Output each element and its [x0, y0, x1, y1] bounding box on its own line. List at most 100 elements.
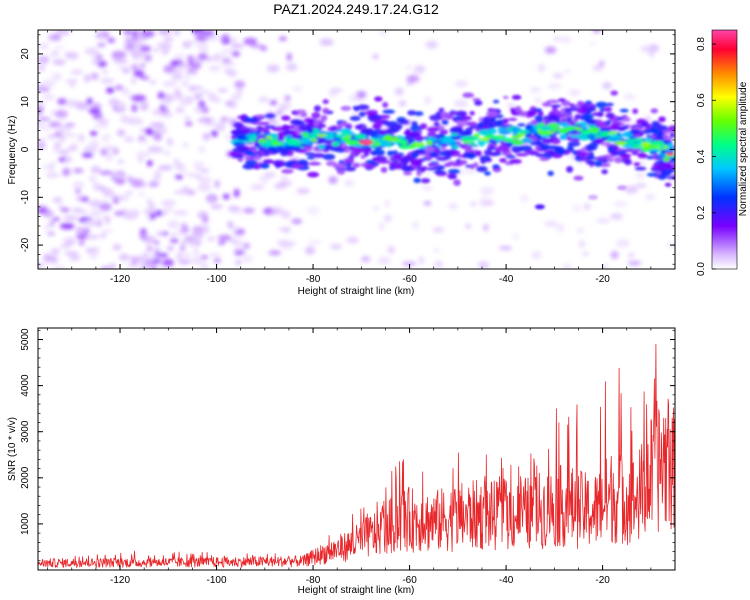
spectrogram-noise-blob	[610, 213, 623, 220]
spectrogram-signal-blob	[574, 114, 581, 120]
spectrogram-noise-blob	[537, 63, 545, 73]
spectrogram-noise-blob	[454, 99, 468, 108]
spectrogram-signal-blob	[581, 147, 587, 153]
spectrogram-signal-blob	[608, 124, 620, 131]
spectrogram-signal-blob	[546, 99, 560, 104]
spectrogram-signal-blob	[419, 123, 428, 130]
spectrogram-noise-blob	[520, 194, 529, 203]
spectrogram-noise-blob	[214, 179, 220, 189]
colorbar-frame	[711, 29, 738, 270]
spectrogram-signal-blob	[236, 145, 247, 151]
spectrogram-noise-blob	[185, 173, 200, 178]
spectrogram-noise-blob	[319, 38, 334, 46]
spectrogram-signal-core	[478, 137, 491, 141]
spectrogram-signal-blob	[566, 117, 573, 123]
spectrogram-noise-blob	[645, 194, 656, 201]
spectrogram-signal-core	[354, 133, 367, 140]
spectrogram-noise-blob	[53, 141, 62, 149]
spectrogram-noise-blob	[78, 133, 85, 143]
x-tick-label: -40	[499, 274, 514, 285]
spectrogram-noise-blob	[281, 175, 288, 184]
snr-frame	[37, 327, 676, 571]
spectrogram-signal-blob	[259, 121, 270, 126]
spectrogram-noise-blob	[405, 65, 413, 70]
colorbar-gradient	[712, 30, 737, 269]
spectrogram-noise-blob	[373, 206, 379, 211]
spectrogram-signal-blob	[499, 158, 507, 163]
spectrogram-signal-blob	[585, 119, 596, 125]
spectrogram-signal-blob	[322, 153, 336, 161]
spectrogram-noise-blob	[64, 123, 76, 128]
spectrogram-signal-blob	[299, 143, 313, 147]
spectrogram-noise-blob	[384, 214, 392, 223]
spectrogram-signal-blob	[507, 117, 518, 121]
spectrogram-noise-blob	[92, 182, 101, 187]
spectrogram-noise-blob	[156, 42, 171, 48]
spectrogram-noise-blob	[193, 248, 200, 257]
spectrogram-noise-blob	[183, 73, 192, 81]
spectrogram-signal-blob	[453, 179, 461, 187]
spectrogram-noise-blob	[178, 259, 192, 265]
spectrogram-noise-blob	[189, 242, 197, 248]
spectrogram-noise-blob	[602, 82, 612, 90]
spectrogram-signal-core	[625, 139, 635, 145]
spectrogram-signal-blob	[539, 157, 550, 161]
spectrogram-signal-blob	[371, 157, 379, 162]
spectrogram-noise-blob	[627, 260, 642, 266]
spectrogram-signal-blob	[433, 121, 440, 127]
spectrogram-signal-blob	[448, 169, 460, 174]
spectrogram-signal-blob	[280, 150, 289, 157]
spectrogram-noise-blob	[38, 122, 46, 129]
spectrogram-noise-blob	[148, 182, 159, 187]
spectrogram-noise-blob	[465, 223, 471, 229]
spectrogram-noise-blob	[173, 157, 180, 167]
spectrogram-noise-blob	[115, 177, 126, 185]
spectrogram-noise-blob	[54, 45, 65, 50]
spectrogram-noise-blob	[401, 261, 417, 266]
spectrogram-noise-blob	[547, 82, 562, 90]
spectrogram-noise-blob	[90, 72, 99, 81]
spectrogram-signal-blob	[258, 150, 266, 156]
spectrogram-noise-blob	[279, 36, 287, 41]
spectrogram-noise-blob	[283, 226, 291, 233]
spectrogram-signal-blob	[344, 166, 356, 172]
spectrogram-signal-blob	[344, 158, 354, 164]
spectrogram-signal-blob	[322, 144, 334, 151]
spectrogram-noise-blob	[108, 98, 120, 107]
spectrogram-signal-blob	[549, 110, 562, 116]
spectrogram-noise-blob	[41, 79, 56, 89]
spectrogram-noise-blob	[418, 256, 425, 265]
spectrogram-noise-blob	[292, 86, 303, 91]
x-tick-label: -60	[402, 575, 417, 586]
spectrogram-signal-blob	[307, 171, 320, 178]
spectrogram-signal-blob	[285, 125, 296, 129]
spectrogram-signal-blob	[344, 147, 351, 153]
x-tick-label: -80	[306, 274, 321, 285]
spectrogram-signal-blob	[566, 166, 574, 173]
spectrogram-signal-blob	[505, 155, 516, 159]
spectrogram-signal-blob	[629, 129, 641, 134]
spectrogram-noise-blob	[53, 60, 66, 66]
spectrogram-signal-blob	[307, 155, 315, 160]
spectrogram-signal-blob	[438, 107, 445, 112]
spectrogram-noise-blob	[159, 100, 171, 107]
spectrogram-signal-blob	[435, 156, 449, 161]
spectrogram-noise-blob	[148, 146, 163, 154]
spectrogram-signal-blob	[595, 156, 608, 160]
spectrogram-signal-blob	[385, 121, 399, 128]
spectrogram-noise-blob	[198, 53, 208, 60]
spectrogram-noise-blob	[50, 50, 60, 57]
colorbar-tick-label: 0.4	[696, 149, 707, 163]
spectrogram-signal-blob	[534, 115, 543, 122]
spectrogram-noise-blob	[243, 37, 257, 46]
spectrogram-signal-blob	[409, 158, 421, 165]
spectrogram-signal-core	[301, 136, 315, 140]
spectrogram-signal-core	[521, 138, 534, 143]
spectrogram-signal-blob	[411, 151, 418, 159]
spectrogram-signal-blob	[554, 148, 567, 155]
spectrogram-signal-blob	[426, 126, 440, 132]
spectrogram-noise-blob	[264, 172, 276, 178]
spectrogram-noise-blob	[267, 118, 279, 127]
spectrogram-noise-blob	[207, 236, 216, 242]
spectrogram-noise-blob	[47, 133, 56, 140]
